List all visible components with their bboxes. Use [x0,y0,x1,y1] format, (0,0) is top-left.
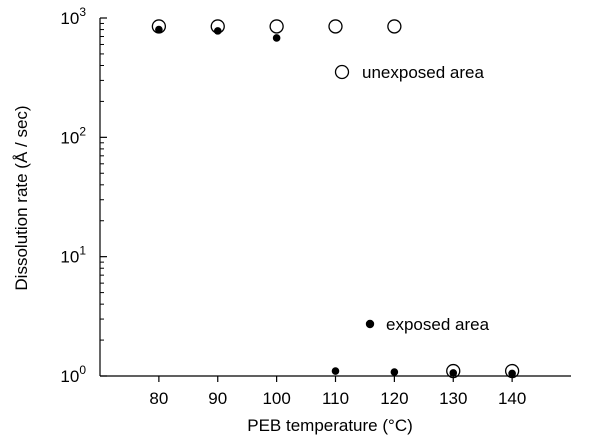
point-unexposed [504,363,520,379]
point-exposed [390,368,399,376]
x-tick-label: 90 [208,389,227,408]
y-tick-label: 103 [60,5,86,28]
point-exposed [449,369,458,377]
x-tick-label: 130 [439,389,467,408]
y-tick-label: 102 [60,124,86,147]
x-tick-label: 120 [380,389,408,408]
legend-marker-exposed [365,319,375,329]
x-tick-label: 80 [149,389,168,408]
y-tick-label: 100 [60,363,86,386]
point-exposed [508,369,516,378]
point-unexposed [328,19,343,34]
x-axis-title: PEB temperature (°C) [247,416,413,435]
x-tick-label: 100 [262,389,290,408]
y-axis-title: Dissolution rate (Å / sec) [12,105,31,290]
legend-exposed: exposed area [365,315,490,334]
marks [151,19,520,379]
point-exposed [272,34,281,42]
point-exposed [213,27,222,35]
point-unexposed [269,19,284,34]
point-exposed [155,25,163,34]
legend-unexposed: unexposed area [334,63,484,82]
x-tick-label: 110 [322,389,349,408]
x-tick-label: 140 [498,389,526,408]
y-tick-label: 101 [60,244,86,267]
legend-label-unexposed: unexposed area [362,63,484,82]
tick-labels: 80 90 100 110 120 130 140 100 101 102 103 [60,5,526,408]
point-exposed [331,367,340,375]
legend-marker-unexposed [334,64,350,80]
legend-label-exposed: exposed area [386,315,490,334]
point-unexposed [387,19,402,34]
ticks [100,17,513,382]
point-unexposed [446,363,461,379]
